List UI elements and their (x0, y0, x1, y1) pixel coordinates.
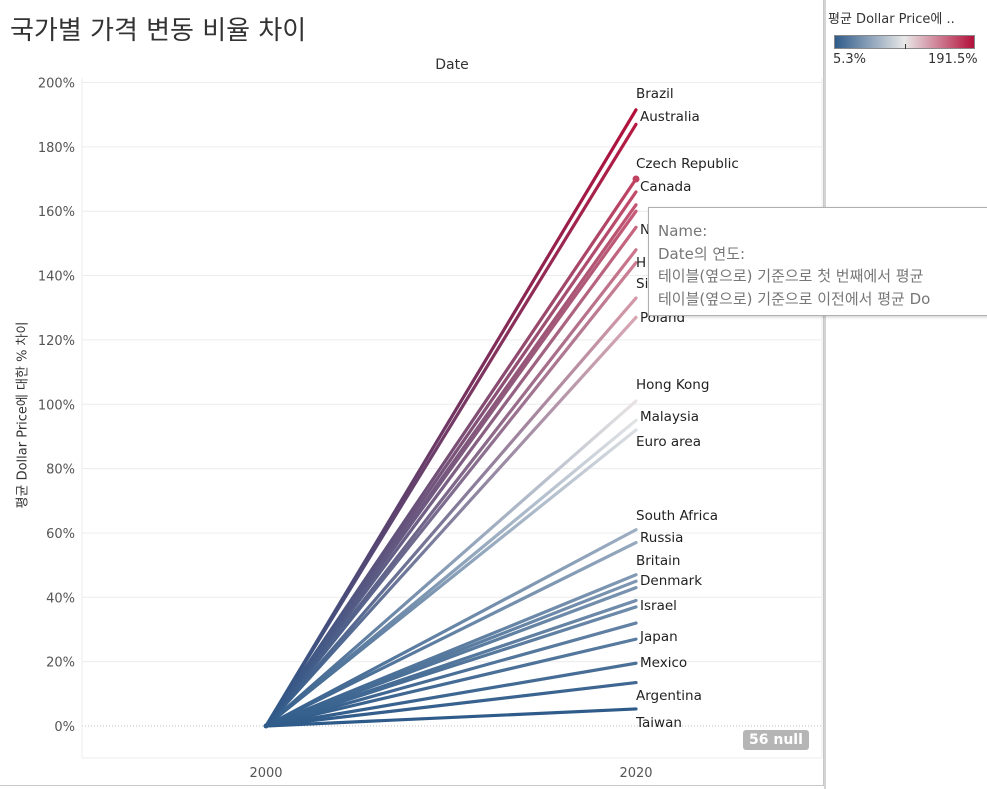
tooltip: Name: Date의 연도: 테이블(옆으로) 기준으로 첫 번째에서 평균 … (648, 207, 987, 316)
y-tick-label: 100% (38, 398, 75, 413)
y-tick-label: 180% (38, 141, 75, 156)
series-lines[interactable] (264, 110, 640, 729)
series-label: Argentina (636, 688, 702, 704)
series-label: Taiwan (635, 715, 682, 731)
y-tick-label: 140% (38, 270, 75, 285)
line-chart[interactable]: 0% 20% 40% 60% 80% 100% 120% 140% 160% 180% 200% 20… (0, 0, 824, 789)
y-tick-label: 20% (46, 656, 75, 671)
tooltip-line-first-diff: 테이블(옆으로) 기준으로 첫 번째에서 평균 (658, 265, 987, 288)
legend-color-ramp (834, 35, 975, 49)
null-count-badge[interactable]: 56 null (743, 730, 809, 750)
series-line-south-africa[interactable] (266, 530, 636, 726)
y-tick-label: 160% (38, 205, 75, 220)
panel-divider (824, 0, 826, 789)
series-label: Russia (640, 530, 683, 546)
y-tick-label: 200% (38, 77, 75, 92)
series-label: Israel (640, 598, 677, 614)
series-label: Britain (636, 553, 680, 569)
y-tick-label: 40% (46, 591, 75, 606)
y-tick-label: 60% (46, 527, 75, 542)
series-line-czech-republic[interactable] (266, 179, 636, 726)
x-tick-label: 2000 (249, 766, 282, 781)
legend-center-tick (905, 44, 906, 49)
series-label: Canada (640, 179, 691, 195)
color-legend[interactable]: 평균 Dollar Price에 .. 5.3% 191.5% (828, 8, 987, 49)
tooltip-line-name: Name: (658, 220, 987, 243)
series-label: Japan (639, 629, 678, 645)
legend-min-label: 5.3% (833, 52, 866, 67)
series-label: Czech Republic (636, 156, 739, 172)
origin-point (264, 724, 269, 729)
series-label: Euro area (636, 434, 701, 450)
y-tick-label: 0% (54, 720, 75, 735)
series-label: Mexico (640, 655, 687, 671)
x-tick-label: 2020 (619, 766, 652, 781)
series-label: H (636, 255, 646, 271)
y-tick-label: 120% (38, 334, 75, 349)
legend-max-label: 191.5% (928, 52, 978, 67)
series-label: Australia (640, 109, 700, 125)
tooltip-line-year: Date의 연도: (658, 243, 987, 266)
series-label: Denmark (640, 573, 702, 589)
tooltip-line-prev-diff: 테이블(옆으로) 기준으로 이전에서 평균 Do (658, 288, 987, 311)
y-tick-label: 80% (46, 463, 75, 478)
series-label: South Africa (636, 508, 718, 524)
series-label: Si (636, 276, 648, 292)
series-label: Brazil (636, 86, 674, 102)
legend-title: 평균 Dollar Price에 .. (828, 8, 987, 27)
series-label: Malaysia (640, 409, 699, 425)
series-label: Hong Kong (636, 377, 709, 393)
selected-point[interactable] (633, 176, 640, 183)
